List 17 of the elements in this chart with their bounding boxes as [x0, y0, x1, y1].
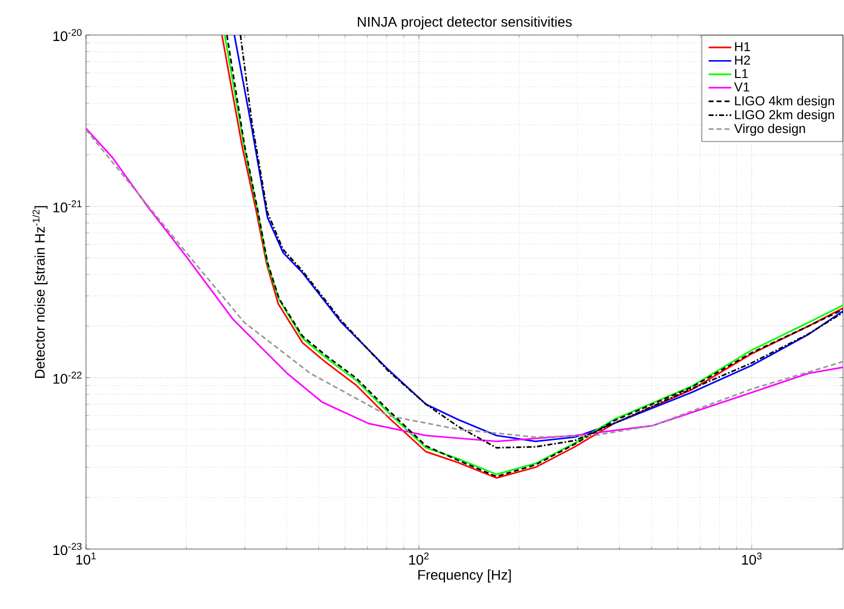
- legend-label: V1: [734, 82, 750, 92]
- x-tick-label: 10$^{2}$: [409, 552, 429, 565]
- legend-label: H1: [735, 42, 750, 52]
- y-axis-title: Detector noise [strain Hz$^{-1/2}$]: [32, 206, 48, 378]
- y-tick-label: 10$^{-23}$: [53, 542, 82, 556]
- legend-label: Virgo design: [734, 124, 805, 136]
- legend-label: L1: [735, 69, 748, 78]
- legend-label: LIGO 4km design: [735, 96, 834, 108]
- x-tick-label: 10$^{3}$: [742, 552, 762, 565]
- x-tick-label: 10$^{1}$: [76, 552, 96, 565]
- chart-title: NINJA project detector sensitivities: [358, 16, 572, 30]
- y-tick-label: 10$^{-20}$: [53, 28, 82, 42]
- y-tick-label: 10$^{-22}$: [53, 372, 82, 384]
- y-tick-label: 10$^{-21}$: [53, 200, 82, 212]
- x-axis-title: Frequency [Hz]: [418, 570, 511, 583]
- legend-label: H2: [735, 56, 750, 65]
- legend-label: LIGO 2km design: [735, 110, 834, 122]
